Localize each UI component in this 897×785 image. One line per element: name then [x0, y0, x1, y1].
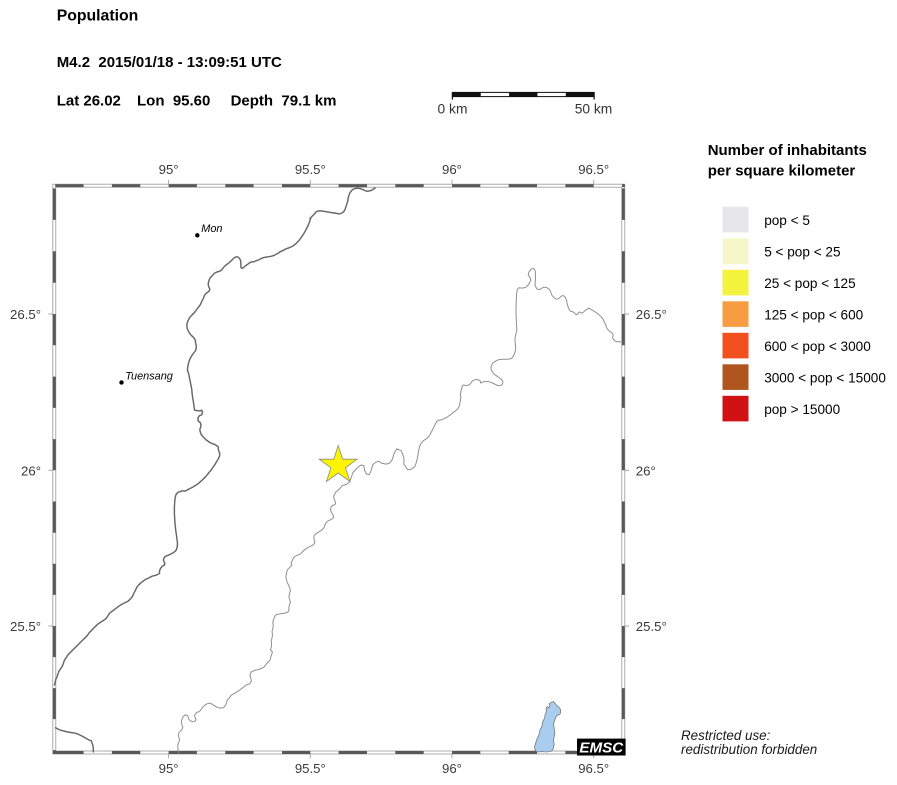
svg-text:25.5°: 25.5° [636, 619, 667, 634]
svg-text:per square kilometer: per square kilometer [708, 163, 856, 180]
svg-text:0 km: 0 km [438, 102, 468, 117]
svg-text:Lat 26.02: Lat 26.02 [57, 92, 121, 109]
svg-text:25 < pop < 125: 25 < pop < 125 [764, 276, 855, 291]
svg-text:3000 < pop < 15000: 3000 < pop < 15000 [764, 370, 886, 385]
svg-text:96°: 96° [442, 162, 462, 177]
svg-text:95.5°: 95.5° [295, 162, 326, 177]
svg-text:25.5°: 25.5° [10, 619, 41, 634]
svg-text:redistribution forbidden: redistribution forbidden [681, 742, 817, 757]
svg-text:Restricted use:: Restricted use: [681, 728, 771, 743]
svg-text:95.5°: 95.5° [295, 761, 326, 776]
svg-text:Population: Population [57, 8, 139, 25]
svg-text:26.5°: 26.5° [10, 307, 41, 322]
svg-text:EMSC: EMSC [579, 739, 624, 756]
svg-text:Depth 79.1 km: Depth 79.1 km [231, 92, 337, 109]
svg-text:5 < pop < 25: 5 < pop < 25 [764, 244, 840, 259]
svg-text:M4.2 2015/01/18 - 13:09:51 UT: M4.2 2015/01/18 - 13:09:51 UTC [57, 54, 282, 71]
svg-text:96.5°: 96.5° [578, 162, 609, 177]
svg-text:pop < 5: pop < 5 [764, 213, 810, 228]
svg-text:26°: 26° [21, 463, 41, 478]
svg-text:26°: 26° [636, 463, 656, 478]
svg-text:125 < pop < 600: 125 < pop < 600 [764, 307, 863, 322]
svg-text:600 < pop < 3000: 600 < pop < 3000 [764, 339, 871, 354]
svg-text:95°: 95° [159, 162, 179, 177]
svg-text:Mon: Mon [201, 223, 222, 235]
svg-text:95°: 95° [159, 761, 179, 776]
svg-text:Lon 95.60: Lon 95.60 [137, 92, 210, 109]
svg-text:50 km: 50 km [575, 102, 613, 117]
svg-text:96.5°: 96.5° [578, 761, 609, 776]
svg-text:26.5°: 26.5° [636, 307, 667, 322]
svg-text:96°: 96° [442, 761, 462, 776]
svg-text:pop > 15000: pop > 15000 [764, 402, 840, 417]
svg-text:Tuensang: Tuensang [125, 371, 173, 383]
svg-text:Number of inhabitants: Number of inhabitants [708, 142, 867, 159]
